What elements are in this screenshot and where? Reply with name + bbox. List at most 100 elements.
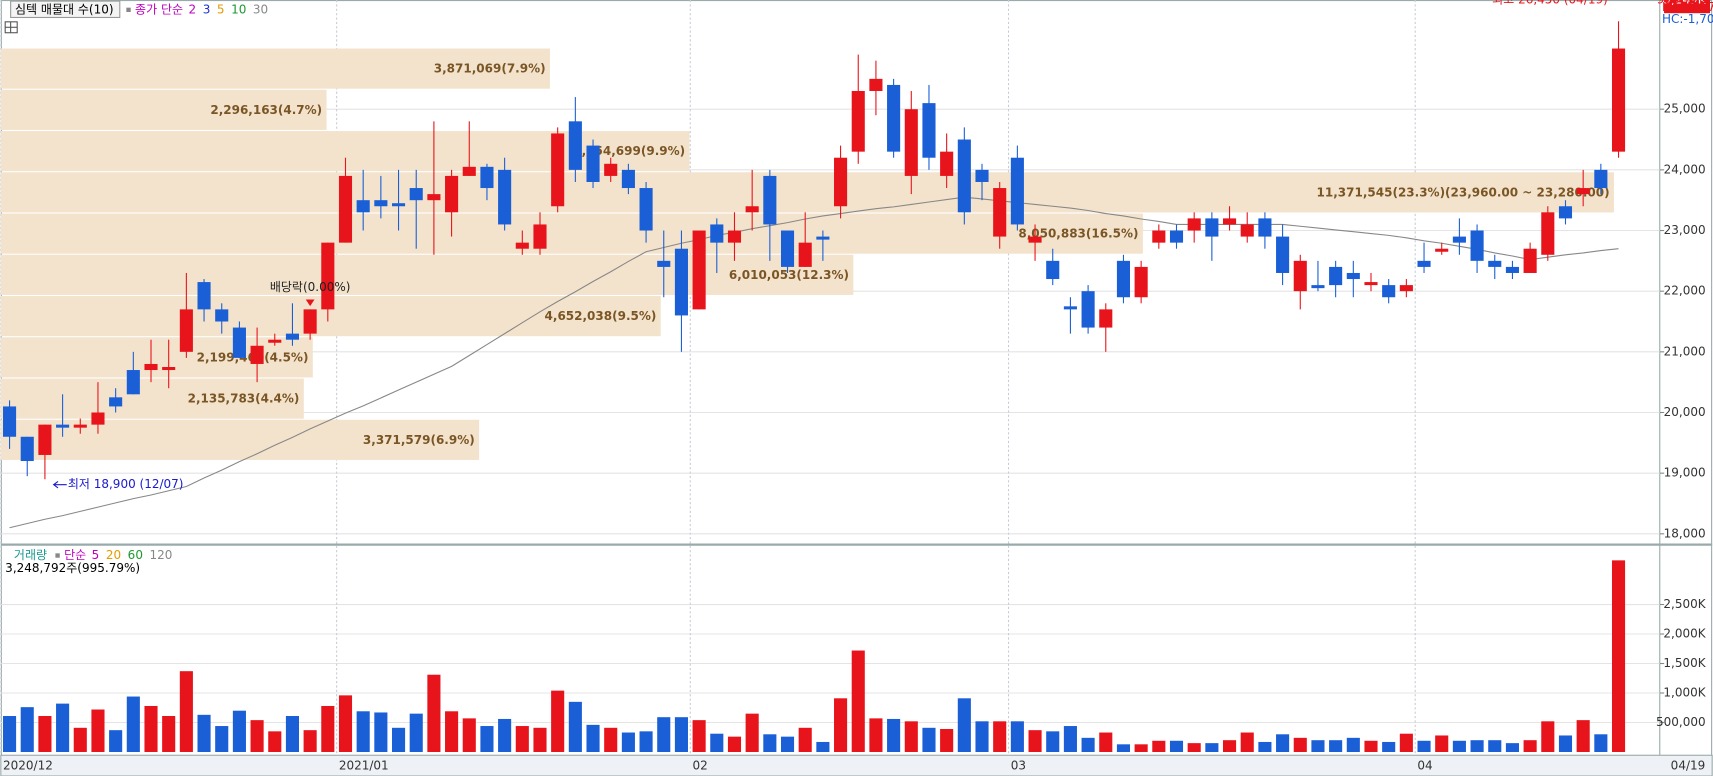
volume-bar xyxy=(1329,740,1343,752)
candle-body xyxy=(940,151,954,176)
volume-bar xyxy=(232,710,246,752)
volume-bar xyxy=(1346,737,1360,752)
candle-body xyxy=(374,200,388,207)
candle-body xyxy=(586,145,600,182)
candle-body xyxy=(268,339,282,343)
legend-period: 10 xyxy=(231,2,246,16)
candle-body xyxy=(1205,218,1219,237)
candle-body xyxy=(1311,285,1325,289)
volume-bar xyxy=(975,721,989,752)
volume-bar xyxy=(1488,740,1502,752)
legend-period: 20 xyxy=(106,548,121,562)
volume-profile-label: 3,871,069(7.9%) xyxy=(434,62,546,76)
candle-body xyxy=(250,345,264,364)
volume-bar xyxy=(957,698,971,752)
candle-body xyxy=(1099,309,1113,328)
candle-body xyxy=(56,424,70,428)
candle-body xyxy=(1488,260,1502,267)
high-note: 최고 26,450 (04/19) xyxy=(1492,0,1608,7)
last-volume-change: 995.79% xyxy=(1657,0,1710,7)
volume-bar xyxy=(1187,743,1201,752)
candle-body xyxy=(445,175,459,213)
last-volume-box xyxy=(1664,0,1710,14)
candle-body xyxy=(1276,236,1290,273)
y-tick-label: 2,500K xyxy=(1663,597,1706,611)
candle-body xyxy=(639,188,653,231)
candle-body xyxy=(957,139,971,213)
volume-bar xyxy=(391,727,406,752)
legend-period: 2 xyxy=(189,2,197,16)
candle-body xyxy=(215,309,229,322)
y-tick-label: 2,000K xyxy=(1663,627,1706,641)
volume-bar xyxy=(710,733,724,752)
volume-bar xyxy=(1134,744,1148,752)
y-tick-label: 1,000K xyxy=(1663,686,1706,700)
volume-bar xyxy=(1152,740,1166,752)
volume-bar xyxy=(551,690,565,752)
candle-body xyxy=(1435,248,1449,252)
volume-bar xyxy=(356,711,370,752)
y-tick-label: 21,000 xyxy=(1664,344,1706,358)
low-note: 최저 18,900 (12/07) xyxy=(68,477,184,491)
volume-profile-label: 8,050,883(16.5%) xyxy=(1018,227,1138,241)
legend-bullet xyxy=(55,553,60,558)
candle-body xyxy=(1152,230,1166,243)
title-box[interactable] xyxy=(10,0,121,19)
volume-profile-bar xyxy=(0,213,1143,254)
volume-bar xyxy=(834,698,848,752)
volume-bar xyxy=(162,716,176,752)
x-tick-label: 2020/12 xyxy=(3,759,53,773)
volume-bar xyxy=(1276,734,1290,752)
volume-bar xyxy=(1541,721,1555,752)
candle-body xyxy=(91,412,105,425)
candle-body xyxy=(197,282,211,310)
volume-bar xyxy=(250,720,264,752)
candle-body xyxy=(480,166,494,189)
legend-period: 5 xyxy=(217,2,225,16)
volume-last: 3,248,792주(995.79%) xyxy=(5,561,140,575)
candle-body xyxy=(1222,218,1237,225)
legend-period: 5 xyxy=(92,548,100,562)
candle-body xyxy=(1346,272,1360,280)
candle-body xyxy=(1523,248,1537,273)
volume-bar xyxy=(904,721,918,752)
x-tick-label: 04 xyxy=(1417,759,1432,773)
volume-profile-bar xyxy=(0,89,327,130)
volume-bar xyxy=(1399,733,1413,752)
candle-body xyxy=(887,84,901,152)
x-tick-label: 03 xyxy=(1011,759,1026,773)
volume-bar xyxy=(1169,740,1184,752)
volume-bar xyxy=(1258,741,1272,752)
candle-body xyxy=(975,169,989,182)
volume-profile-label: 6,010,053(12.3%) xyxy=(729,268,849,282)
volume-bar xyxy=(1417,740,1431,752)
volume-profile-label: 3,371,579(6.9%) xyxy=(363,433,475,447)
volume-bar xyxy=(1116,744,1131,752)
volume-bar xyxy=(1293,737,1307,752)
volume-bar xyxy=(215,726,229,752)
y-tick-label: 23,000 xyxy=(1664,223,1706,237)
hc-label: HC:-1,70 xyxy=(1662,12,1713,26)
volume-bar xyxy=(109,730,123,752)
volume-bar xyxy=(3,716,17,752)
y-tick-label: 500,000 xyxy=(1656,715,1706,729)
volume-profile-bar xyxy=(0,378,304,419)
candle-body xyxy=(38,424,52,455)
candle-body xyxy=(1611,48,1626,152)
x-tick-label: 02 xyxy=(692,759,707,773)
candle-body xyxy=(1116,260,1131,298)
candle-body xyxy=(851,90,865,152)
candle-body xyxy=(922,103,936,158)
y-tick-label: 1,500K xyxy=(1663,656,1706,670)
lc-label: LC:37,57 xyxy=(1662,0,1713,14)
y-tick-label: 22,000 xyxy=(1664,284,1706,298)
volume-bar xyxy=(445,711,459,752)
volume-bar xyxy=(480,726,494,752)
volume-bar xyxy=(374,712,388,752)
candle-body xyxy=(1081,291,1095,328)
volume-bar xyxy=(1205,743,1219,752)
volume-bar xyxy=(993,721,1007,752)
candle-body xyxy=(1594,169,1608,189)
